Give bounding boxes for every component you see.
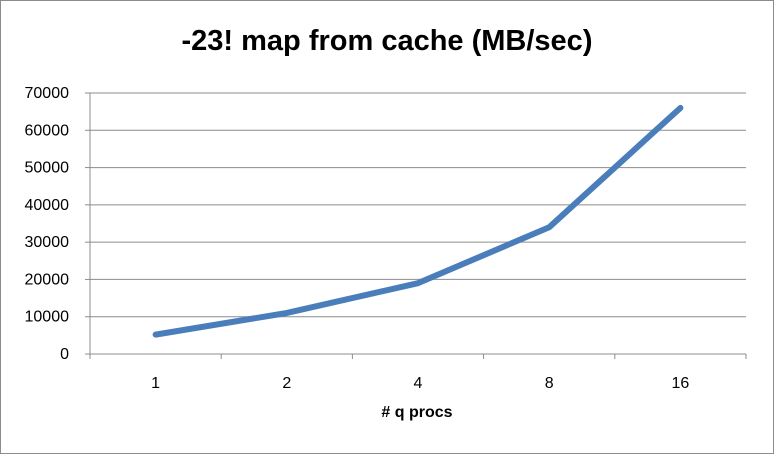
x-axis-title: # q procs [381,404,452,421]
y-tick-label: 70000 [25,85,70,102]
data-point [286,312,288,314]
y-tick-label: 20000 [25,271,70,288]
y-tick-label: 30000 [25,234,70,251]
y-tick-label: 60000 [25,122,70,139]
y-tick-label: 0 [60,346,69,363]
x-tick-label: 1 [151,375,160,392]
y-tick-label: 50000 [25,160,70,177]
x-tick-label: 8 [545,375,554,392]
y-tick-label: 10000 [25,309,70,326]
series-line [152,104,684,338]
data-point [417,282,419,284]
x-tick-label: 16 [672,375,690,392]
x-tick-label: 2 [282,375,291,392]
data-point [155,334,157,336]
y-tick-label: 40000 [25,197,70,214]
x-tick-label: 4 [414,375,423,392]
chart-title: -23! map from cache (MB/sec) [181,25,593,57]
data-point [679,107,681,109]
data-point [548,226,550,228]
